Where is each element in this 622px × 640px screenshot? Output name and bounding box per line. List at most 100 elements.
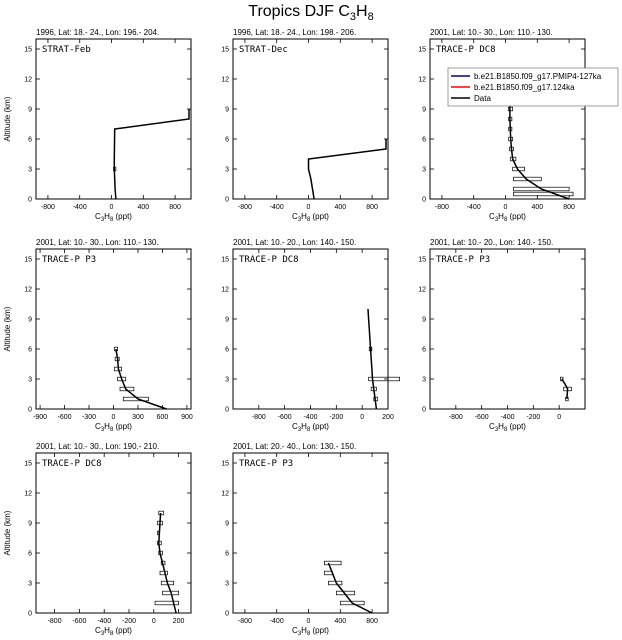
x-tick-label: 400	[334, 204, 346, 211]
y-axis-label: Altitude (km)	[3, 510, 12, 555]
panel-label: TRACE-P DC8	[42, 459, 102, 469]
panel-7: 2001, Lat: 10.- 30., Lon: 190.- 210. TRAC…	[3, 442, 192, 637]
panel-header: 2001, Lat: 10.- 30., Lon: 190.- 210.	[36, 442, 159, 451]
x-tick-label: -400	[73, 204, 87, 211]
plot-frame	[429, 38, 586, 200]
plot-frame	[232, 452, 389, 614]
x-tick-label: 400	[137, 204, 149, 211]
y-tick-label: 0	[225, 407, 229, 414]
panel-6: 2001, Lat: 10.- 20., Lon: 140.- 150. TRAC…	[418, 238, 586, 433]
panel-5: 2001, Lat: 10.- 20., Lon: 140.- 150. TRAC…	[221, 238, 400, 433]
x-tick-label: -800	[238, 618, 252, 625]
legend-label: b.e21.B1850.f09_g17.124ka	[474, 83, 575, 92]
y-tick-label: 3	[28, 167, 32, 174]
y-tick-label: 15	[24, 257, 32, 264]
panel-4: 2001, Lat: 10.- 30., Lon: 110.- 130. TRAC…	[3, 238, 193, 433]
y-tick-label: 6	[225, 137, 229, 144]
panel-header: 2001, Lat: 10.- 20., Lon: 140.- 150.	[233, 238, 356, 247]
legend-label: Data	[474, 94, 491, 103]
y-tick-label: 9	[422, 317, 426, 324]
y-tick-label: 12	[418, 77, 426, 84]
x-axis-label: C3H8 (ppt)	[489, 422, 526, 433]
panel-1: 1996, Lat: 18.- 24., Lon: 196.- 204. STRA…	[3, 28, 192, 223]
panel-8: 2001, Lat: 20.- 40., Lon: 130.- 150. TRAC…	[221, 442, 389, 637]
error-bar	[339, 600, 365, 606]
error-bar	[513, 186, 570, 192]
panel-label: TRACE-P P3	[436, 255, 490, 265]
y-tick-label: 15	[221, 257, 229, 264]
y-tick-label: 3	[225, 377, 229, 384]
x-tick-label: -400	[467, 204, 481, 211]
y-tick-label: 9	[28, 521, 32, 528]
x-tick-label: -600	[278, 414, 292, 421]
y-tick-label: 6	[225, 551, 229, 558]
x-tick-label: 0	[307, 618, 311, 625]
error-bar	[154, 600, 179, 606]
error-bar	[513, 191, 574, 197]
y-tick-label: 12	[418, 287, 426, 294]
x-tick-label: 800	[366, 204, 378, 211]
panel-label: TRACE-P DC8	[436, 45, 496, 55]
x-axis-label: C3H8 (ppt)	[95, 626, 132, 637]
y-tick-label: 3	[225, 167, 229, 174]
y-tick-label: 0	[422, 407, 426, 414]
plot-frame	[35, 248, 192, 410]
y-axis-label: Altitude (km)	[3, 96, 12, 141]
legend-box	[447, 67, 619, 107]
x-axis-label: C3H8 (ppt)	[489, 212, 526, 223]
plot-frame	[232, 248, 389, 410]
x-tick-label: -600	[72, 618, 86, 625]
y-tick-label: 0	[28, 611, 32, 618]
x-tick-label: -300	[82, 414, 96, 421]
x-axis-label: C3H8 (ppt)	[95, 212, 132, 223]
panel-label: STRAT-Dec	[239, 45, 288, 55]
panel-header: 2001, Lat: 10.- 30., Lon: 110.- 130.	[430, 28, 553, 37]
x-tick-label: 0	[504, 204, 508, 211]
x-axis-label: C3H8 (ppt)	[292, 422, 329, 433]
y-tick-label: 0	[28, 197, 32, 204]
x-tick-label: -200	[122, 618, 136, 625]
panel-label: STRAT-Feb	[42, 45, 91, 55]
data-series-line	[113, 109, 190, 200]
legend-label: b.e21.B1850.f09_g17.PMIP4-127ka	[474, 72, 602, 81]
data-series-line	[561, 378, 569, 400]
x-tick-label: 0	[110, 204, 114, 211]
plot-frame	[35, 38, 192, 200]
x-tick-label: 200	[382, 414, 394, 421]
y-tick-label: 9	[225, 107, 229, 114]
y-tick-label: 12	[24, 287, 32, 294]
y-tick-label: 15	[221, 47, 229, 54]
x-tick-label: 400	[334, 618, 346, 625]
x-tick-label: -900	[33, 414, 47, 421]
y-tick-label: 6	[28, 347, 32, 354]
x-tick-label: -400	[97, 618, 111, 625]
x-tick-label: -400	[500, 414, 514, 421]
y-tick-label: 9	[28, 107, 32, 114]
panel-label: TRACE-P P3	[42, 255, 96, 265]
error-bar	[513, 176, 542, 182]
y-tick-label: 15	[24, 461, 32, 468]
x-tick-label: 900	[181, 414, 193, 421]
y-tick-label: 0	[28, 407, 32, 414]
x-tick-label: 400	[531, 204, 543, 211]
x-tick-label: -800	[435, 204, 449, 211]
x-tick-label: 0	[152, 618, 156, 625]
panel-header: 2001, Lat: 20.- 40., Lon: 130.- 150.	[233, 442, 356, 451]
y-tick-label: 3	[28, 377, 32, 384]
y-tick-label: 0	[225, 197, 229, 204]
x-axis-label: C3H8 (ppt)	[292, 626, 329, 637]
error-bar	[560, 376, 564, 382]
error-bar	[159, 570, 168, 576]
y-tick-label: 9	[422, 107, 426, 114]
panel-header: 1996, Lat: 18.- 24., Lon: 196.- 204.	[36, 28, 159, 37]
panel-label: TRACE-P P3	[239, 459, 293, 469]
y-tick-label: 0	[422, 197, 426, 204]
x-tick-label: -400	[303, 414, 317, 421]
panel-header: 1996, Lat: 18.- 24., Lon: 198.- 206.	[233, 28, 356, 37]
plot-frame	[35, 452, 192, 614]
y-tick-label: 12	[221, 77, 229, 84]
y-tick-label: 12	[24, 77, 32, 84]
y-tick-label: 9	[28, 317, 32, 324]
x-axis-label: C3H8 (ppt)	[292, 212, 329, 223]
